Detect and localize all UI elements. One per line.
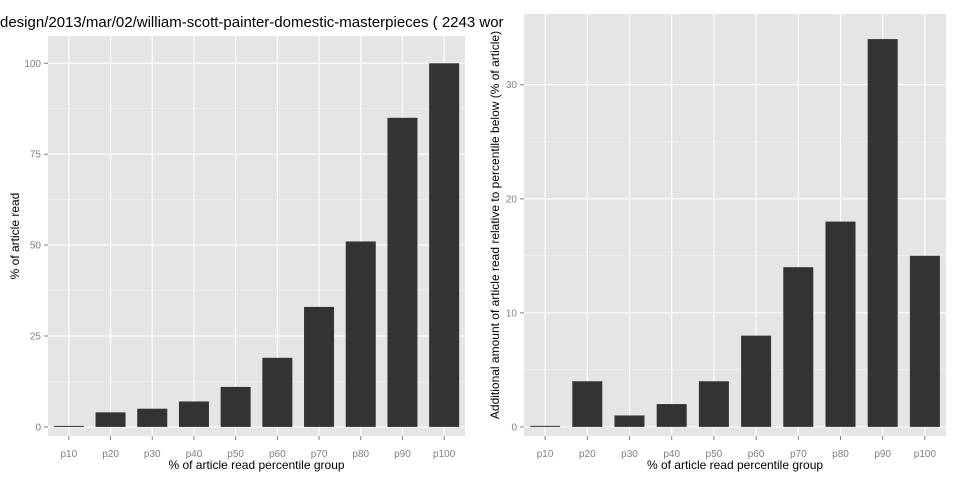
bar-p40 [656,404,687,427]
y-axis-title: % of article read [8,193,22,280]
x-tick-label: p40 [663,449,680,460]
bar-p70 [783,267,814,427]
y-tick-label: 20 [506,194,518,205]
right-chart: 0 10 20 30 p10 p20 p30 p40 p50 p60 p70 p80 p90 p100 % … [488,14,946,472]
left-chart: 0 25 50 75 100 p10 p20 p30 p40 p50 p60 p70 p80 p90 p10… [8,36,465,472]
y-tick-label: 50 [30,241,42,252]
y-axis-title: Additional amount of article read relati… [488,31,502,419]
bar-p10 [53,425,84,427]
y-tick-label: 0 [511,422,517,433]
bar-p90 [867,39,898,427]
bar-p30 [614,415,645,427]
bar-p30 [137,408,168,427]
bar-p70 [304,306,335,427]
x-tick-label: p70 [311,449,328,460]
x-tick-label: p60 [748,449,765,460]
bar-p20 [572,381,603,427]
chart-title: design/2013/mar/02/william-scott-painter… [0,14,504,31]
x-axis-title: % of article read percentile group [647,458,823,472]
bar-p40 [178,401,209,427]
y-tick-label: 30 [506,80,518,91]
y-tick-label: 75 [30,150,42,161]
y-tick-label: 100 [24,59,41,70]
bar-p20 [95,412,126,427]
y-tick-label: 25 [30,332,42,343]
y-tick-label: 0 [35,422,41,433]
x-tick-label: p50 [227,449,244,460]
x-tick-label: p20 [579,449,596,460]
y-tick-label: 10 [506,308,518,319]
x-tick-label: p20 [102,449,119,460]
x-tick-label: p60 [269,449,286,460]
bar-p10 [530,425,561,427]
x-tick-label: p40 [186,449,203,460]
bar-p50 [220,386,251,427]
bar-p50 [698,381,729,427]
x-tick-label: p100 [433,449,456,460]
x-tick-label: p80 [832,449,849,460]
bar-p60 [741,335,772,427]
bar-p90 [387,117,418,427]
x-tick-label: p10 [537,449,554,460]
x-tick-label: p90 [874,449,891,460]
bar-p80 [345,241,376,427]
bar-p100 [429,63,460,427]
x-tick-label: p50 [706,449,723,460]
bar-p80 [825,221,856,427]
bar-p100 [909,255,940,427]
x-tick-label: p10 [61,449,78,460]
bar-p60 [262,357,293,427]
x-tick-label: p90 [394,449,411,460]
x-tick-label: p80 [352,449,369,460]
x-tick-label: p100 [914,449,937,460]
x-tick-label: p30 [144,449,161,460]
x-axis-title: % of article read percentile group [168,458,344,472]
x-tick-label: p30 [621,449,638,460]
x-tick-label: p70 [790,449,807,460]
